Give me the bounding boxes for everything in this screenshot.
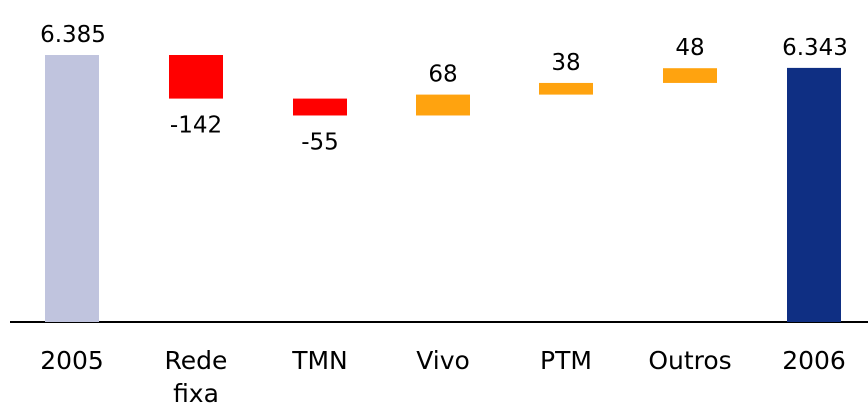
bar-2005	[45, 55, 99, 322]
x-tick-label: PTM	[540, 346, 592, 375]
data-label: -55	[301, 129, 339, 155]
x-tick-label: Outros	[648, 346, 731, 375]
x-tick-label: 2005	[40, 346, 104, 375]
x-tick-label: fixa	[173, 379, 219, 408]
x-tick-label: Vivo	[416, 346, 470, 375]
data-label: 68	[428, 62, 457, 88]
bar-vivo	[416, 94, 470, 116]
bar-2006	[787, 67, 841, 322]
x-tick-label: 2006	[782, 346, 846, 375]
data-label: 6.385	[40, 22, 106, 48]
x-tick-label: Rede	[165, 346, 228, 375]
x-tick-label: TMN	[291, 346, 348, 375]
data-label: -142	[170, 113, 222, 139]
bar-outros	[663, 68, 717, 83]
bar-rede-fixa	[169, 55, 223, 99]
data-label: 48	[675, 35, 704, 61]
data-label: 38	[551, 50, 580, 76]
bar-tmn	[293, 98, 347, 116]
bar-ptm	[539, 82, 593, 95]
data-label: 6.343	[782, 35, 848, 61]
